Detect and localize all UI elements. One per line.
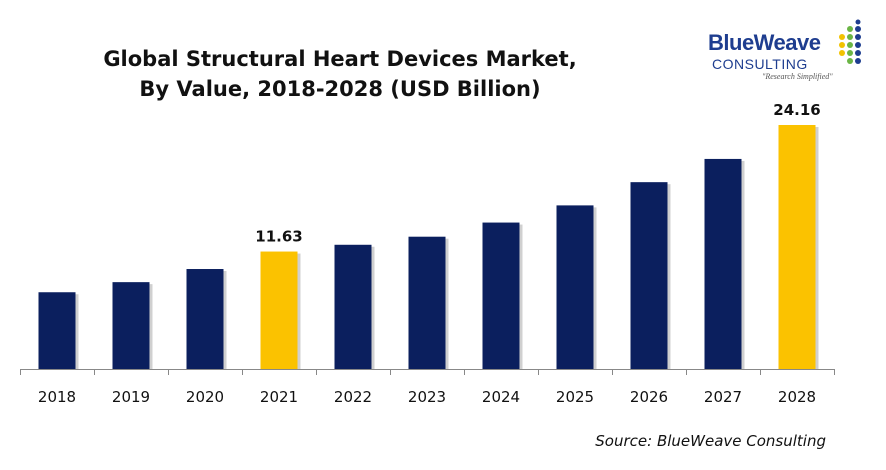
bar-2027 <box>704 158 742 369</box>
logo-tagline: "Research Simplified" <box>762 72 833 81</box>
brand-logo: BlueWeave CONSULTING "Research Simplifie… <box>700 18 870 88</box>
bar-2020 <box>186 269 224 369</box>
bar-2023 <box>408 236 446 369</box>
chart-title-line1: Global Structural Heart Devices Market, <box>103 47 577 71</box>
x-tick-label-2026: 2026 <box>630 388 668 406</box>
x-tick-label-2021: 2021 <box>260 388 298 406</box>
logo-subtitle: CONSULTING <box>712 56 808 72</box>
x-tick-label-2018: 2018 <box>38 388 76 406</box>
x-tick-label-2023: 2023 <box>408 388 446 406</box>
x-tick-label-2022: 2022 <box>334 388 372 406</box>
data-label-2021: 11.63 <box>255 228 302 246</box>
x-tick-label-2020: 2020 <box>186 388 224 406</box>
logo-dots-icon <box>839 19 861 64</box>
logo-name: BlueWeave <box>708 30 821 55</box>
x-tick-label-2024: 2024 <box>482 388 520 406</box>
chart-title-line2: By Value, 2018-2028 (USD Billion) <box>139 77 541 101</box>
x-tick-label-2028: 2028 <box>778 388 816 406</box>
x-tick-label-2027: 2027 <box>704 388 742 406</box>
data-label-2028: 24.16 <box>773 101 820 119</box>
bar-2022 <box>334 244 372 369</box>
x-tick-label-2025: 2025 <box>556 388 594 406</box>
bar-2018 <box>38 292 76 369</box>
source-note: Source: BlueWeave Consulting <box>595 432 826 450</box>
bar-2026 <box>630 182 668 369</box>
bar-2021 <box>260 251 298 369</box>
bar-2028 <box>778 125 816 369</box>
x-tick-label-2019: 2019 <box>112 388 150 406</box>
bar-2019 <box>112 282 150 369</box>
chart-title: Global Structural Heart Devices Market, … <box>60 44 620 104</box>
bar-2025 <box>556 205 594 369</box>
bar-2024 <box>482 222 520 369</box>
